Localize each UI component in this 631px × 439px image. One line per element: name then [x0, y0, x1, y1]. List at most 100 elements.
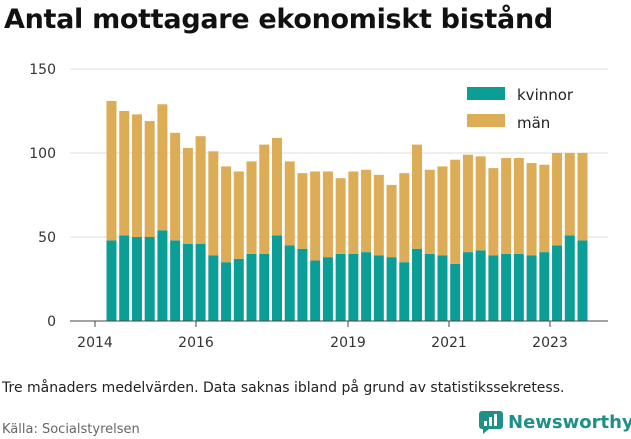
bar-man — [131, 114, 142, 237]
bar-kvinnor — [513, 253, 524, 321]
bar-kvinnor — [564, 235, 575, 321]
bar-man — [412, 144, 423, 249]
bar-kvinnor — [144, 237, 155, 321]
x-tick-label: 2023 — [532, 335, 568, 351]
bar-man — [348, 171, 359, 254]
x-tick-label: 2021 — [431, 335, 467, 351]
bar-kvinnor — [221, 262, 232, 321]
bar-man — [577, 153, 588, 241]
bar-man — [462, 154, 473, 253]
bar-man — [170, 132, 181, 241]
bar-man — [182, 147, 193, 244]
bar-man — [144, 121, 155, 237]
bar-kvinnor — [412, 248, 423, 321]
x-tick-label: 2016 — [178, 335, 214, 351]
bar-man — [195, 136, 206, 244]
bar-kvinnor — [552, 245, 563, 321]
bar-man — [259, 144, 270, 254]
bar-man — [208, 151, 219, 256]
bar-kvinnor — [271, 235, 282, 321]
bar-kvinnor — [450, 263, 461, 321]
source-credit: Källa: Socialstyrelsen — [2, 422, 140, 437]
bar-kvinnor — [348, 253, 359, 321]
legend-label-man: män — [517, 114, 550, 132]
bar-man — [501, 158, 512, 254]
chart: 0 50 100 150 2014 2016 2019 2021 2023 kvinnor m… — [29, 62, 608, 351]
x-axis-ticks: 2014 2016 2019 2021 2023 — [77, 321, 568, 351]
legend-swatch-kvinnor — [467, 87, 505, 100]
legend: kvinnor män — [467, 86, 574, 132]
bar-kvinnor — [322, 257, 333, 321]
bar-man — [539, 164, 550, 253]
bar-kvinnor — [182, 243, 193, 321]
bar-man — [488, 168, 499, 256]
y-tick-label: 100 — [29, 146, 56, 162]
bar-kvinnor — [106, 240, 117, 321]
brand-logo[interactable]: Newsworthy — [478, 410, 631, 434]
chart-title: Antal mottagare ekonomiskt bistånd — [4, 4, 553, 35]
y-axis-ticks: 0 50 100 150 — [29, 62, 56, 330]
bar-man — [475, 156, 486, 251]
bar-kvinnor — [577, 240, 588, 321]
legend-label-kvinnor: kvinnor — [517, 86, 574, 104]
bar-kvinnor — [170, 240, 181, 321]
bar-kvinnor — [131, 237, 142, 321]
bar-man — [157, 104, 168, 231]
bar-kvinnor — [539, 252, 550, 321]
bar-kvinnor — [488, 255, 499, 321]
bar-man — [526, 163, 537, 256]
bar-man — [221, 166, 232, 263]
bar-man — [386, 184, 397, 258]
bar-man — [233, 171, 244, 259]
x-tick-label: 2014 — [77, 335, 113, 351]
bar-kvinnor — [259, 253, 270, 321]
bar-man — [564, 153, 575, 236]
bar-man — [246, 161, 257, 254]
bar-kvinnor — [424, 253, 435, 321]
x-tick-label: 2019 — [330, 335, 366, 351]
bar-kvinnor — [310, 260, 321, 321]
y-tick-label: 50 — [38, 230, 56, 246]
bar-man — [284, 161, 295, 246]
bar-kvinnor — [475, 250, 486, 321]
bar-man — [513, 158, 524, 254]
bar-man — [335, 178, 346, 254]
bar-kvinnor — [361, 252, 372, 321]
bar-kvinnor — [462, 252, 473, 321]
y-tick-label: 0 — [47, 314, 56, 330]
bar-kvinnor — [195, 243, 206, 321]
bar-layer — [106, 100, 588, 321]
newsworthy-logo-icon — [479, 411, 503, 434]
bar-kvinnor — [208, 255, 219, 321]
bar-man — [552, 153, 563, 246]
bar-kvinnor — [399, 262, 410, 321]
bar-man — [271, 137, 282, 236]
bar-man — [437, 166, 448, 256]
bar-man — [310, 171, 321, 261]
legend-swatch-man — [467, 114, 505, 127]
bar-kvinnor — [119, 235, 130, 321]
bar-kvinnor — [335, 253, 346, 321]
bar-kvinnor — [157, 230, 168, 321]
bar-man — [361, 169, 372, 253]
bar-man — [297, 173, 308, 249]
bar-man — [450, 159, 461, 264]
bar-kvinnor — [501, 253, 512, 321]
footnote: Tre månaders medelvärden. Data saknas ib… — [2, 380, 565, 396]
bar-man — [399, 173, 410, 263]
bar-kvinnor — [386, 257, 397, 321]
y-tick-label: 150 — [29, 62, 56, 78]
brand-name: Newsworthy — [508, 411, 631, 433]
bar-kvinnor — [284, 245, 295, 321]
bar-man — [424, 169, 435, 254]
bar-kvinnor — [526, 255, 537, 321]
bar-man — [119, 111, 130, 236]
bar-kvinnor — [437, 255, 448, 321]
bar-man — [322, 171, 333, 258]
bar-kvinnor — [373, 255, 384, 321]
bar-man — [106, 100, 117, 241]
bar-kvinnor — [233, 258, 244, 321]
bar-man — [373, 174, 384, 256]
bar-kvinnor — [246, 253, 257, 321]
bar-kvinnor — [297, 248, 308, 321]
